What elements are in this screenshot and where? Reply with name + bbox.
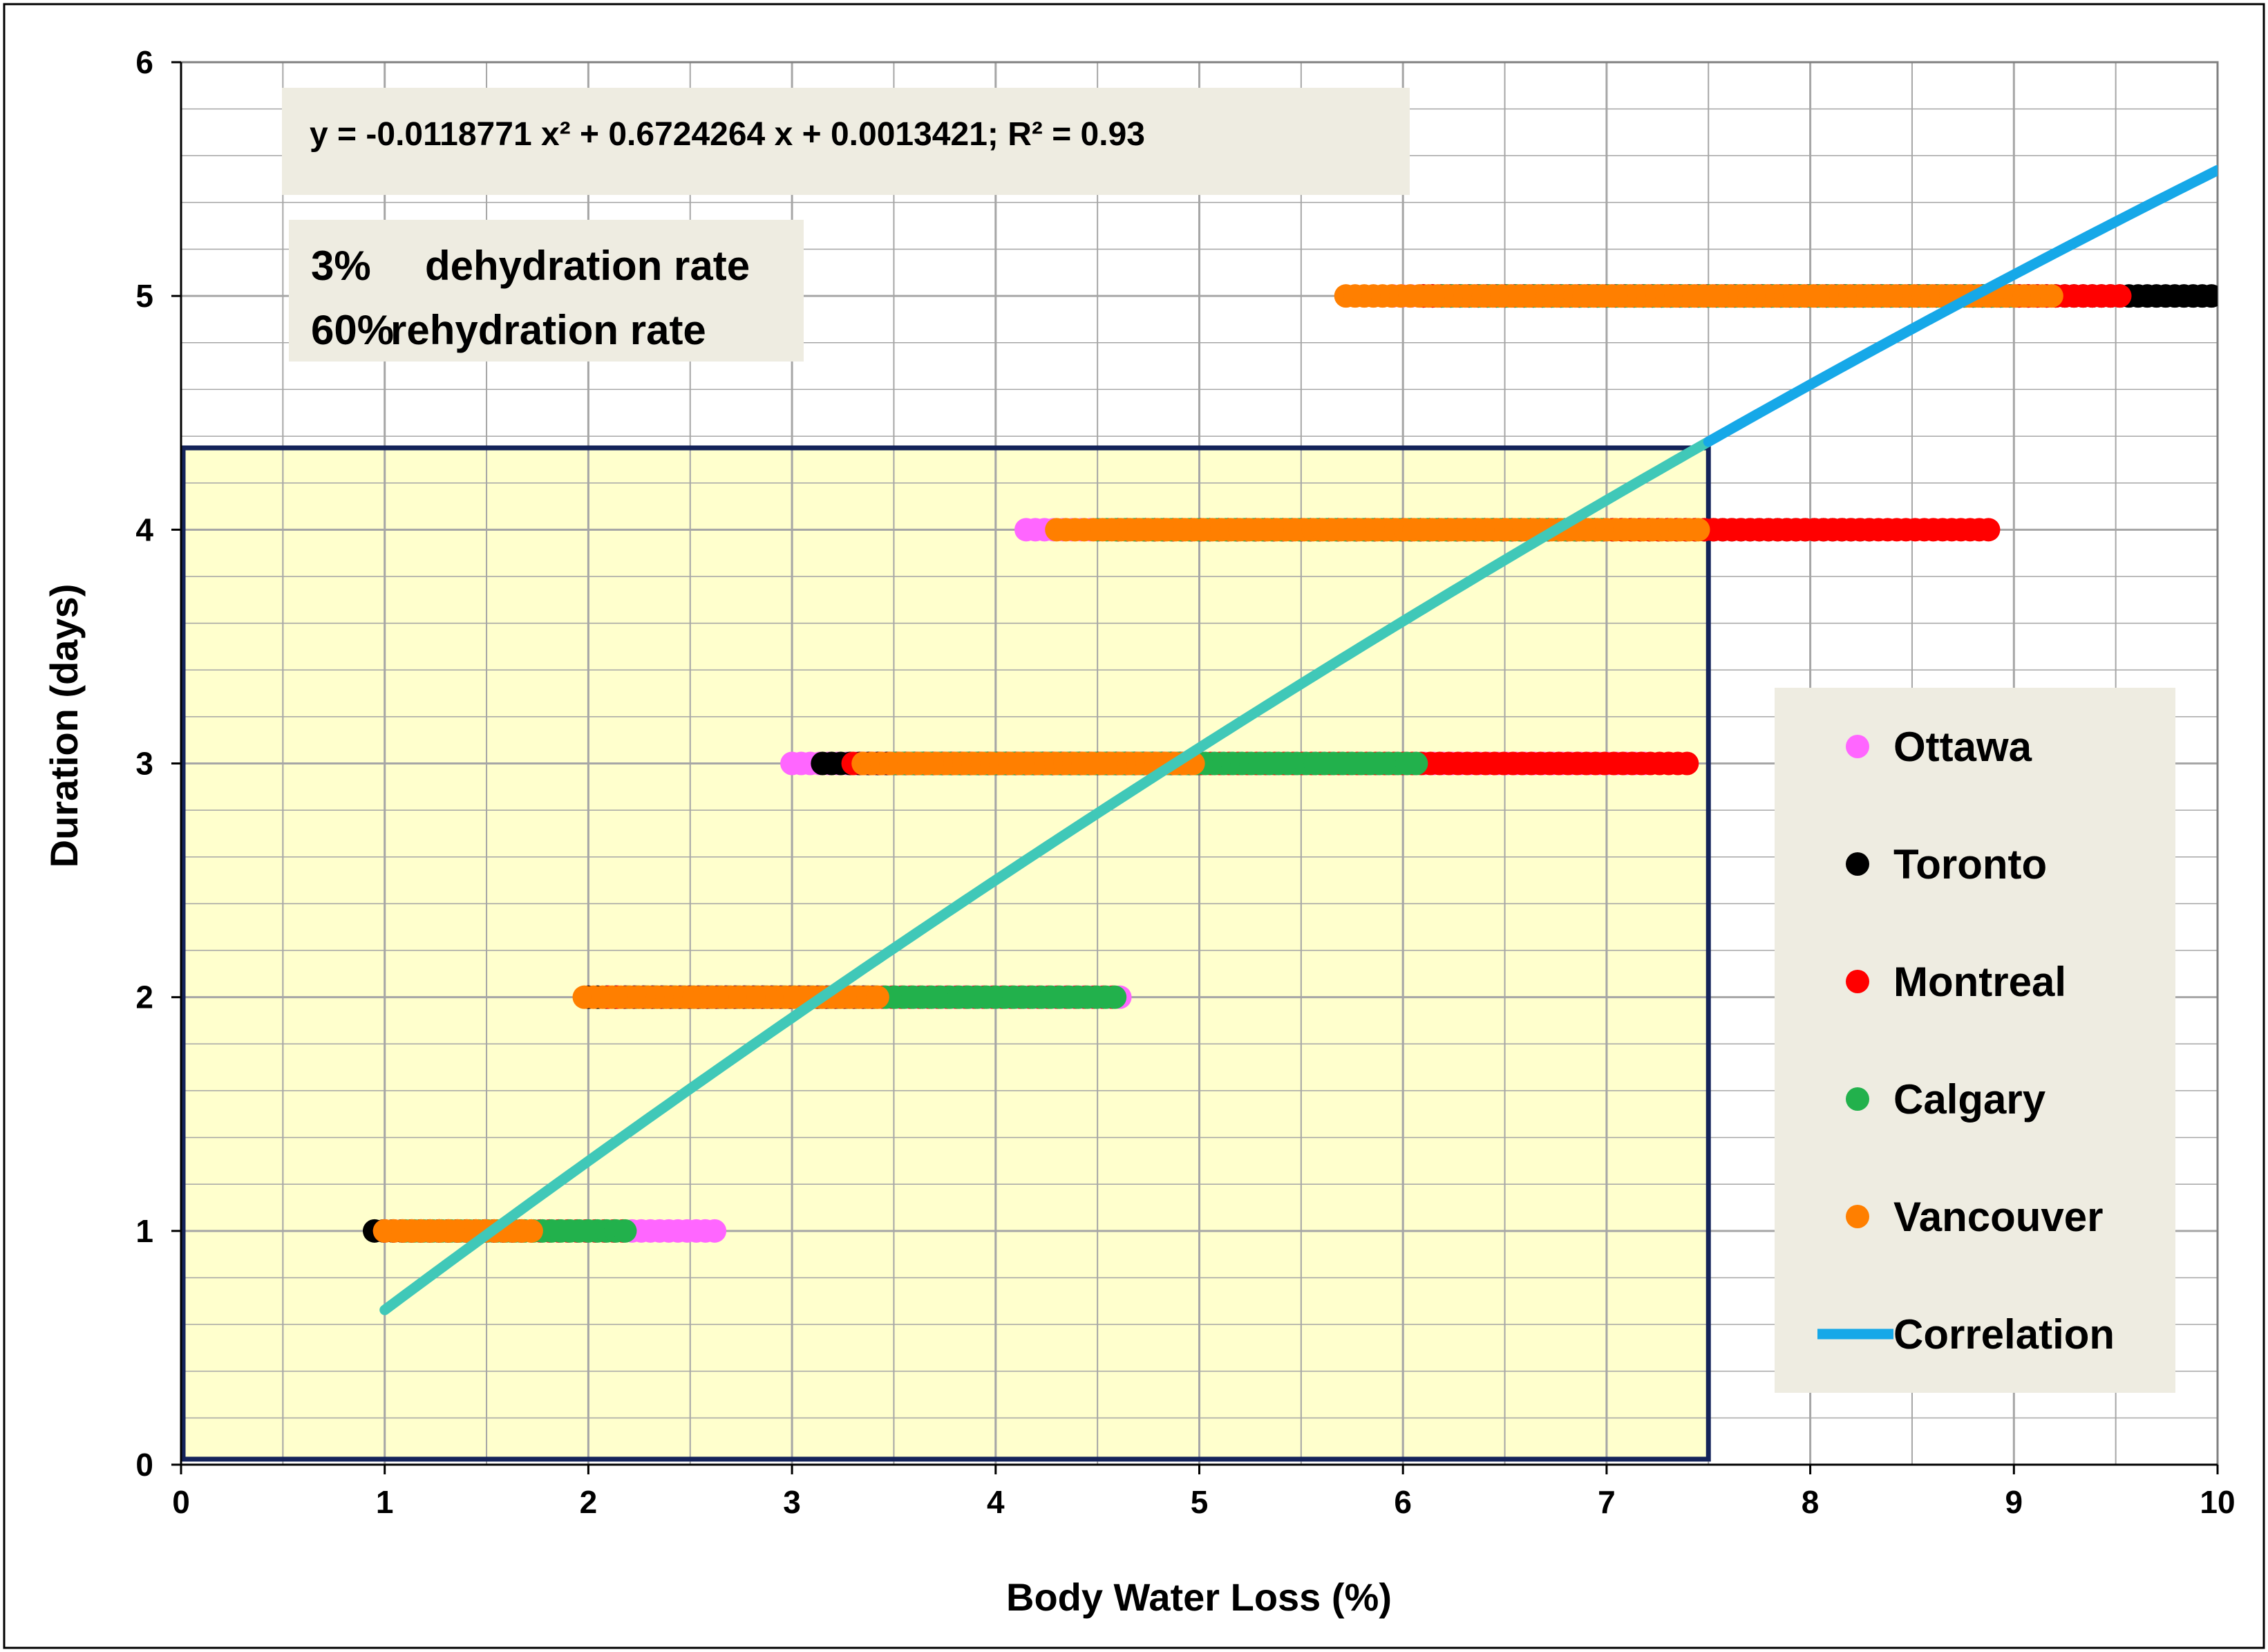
legend-label-toronto: Toronto <box>1893 841 2047 888</box>
legend-label-montreal: Montreal <box>1893 959 2066 1005</box>
data-point <box>519 1219 543 1243</box>
data-point <box>865 985 889 1009</box>
equation-text: y = -0.0118771 x² + 0.6724264 x + 0.0013… <box>310 116 1145 153</box>
legend-label-vancouver: Vancouver <box>1893 1194 2104 1240</box>
x-tick-label: 2 <box>580 1484 598 1520</box>
legend-marker-montreal <box>1846 970 1869 993</box>
y-tick-label: 3 <box>135 746 153 782</box>
legend-marker-ottawa <box>1846 735 1869 758</box>
x-tick-label: 0 <box>172 1484 190 1520</box>
rehydration-rate-label: rehydration rate <box>390 307 706 353</box>
x-tick-label: 6 <box>1394 1484 1412 1520</box>
x-tick-label: 10 <box>2200 1484 2235 1520</box>
data-point <box>2108 284 2132 308</box>
correlation-curve-inside <box>379 436 1714 1315</box>
x-tick-label: 9 <box>2005 1484 2023 1520</box>
data-point <box>1404 751 1428 776</box>
y-tick-label: 0 <box>135 1447 153 1483</box>
legend-label-ottawa: Ottawa <box>1893 724 2032 770</box>
legend-label-calgary: Calgary <box>1893 1076 2046 1123</box>
x-tick-label: 7 <box>1598 1484 1616 1520</box>
data-point <box>613 1219 637 1243</box>
y-tick-label: 5 <box>135 278 153 314</box>
legend: Ottawa Toronto Montreal Calgary Vancouver Cor… <box>1775 688 2175 1393</box>
equation-box <box>282 88 1410 195</box>
data-point <box>1103 985 1127 1009</box>
x-tick-label: 4 <box>987 1484 1005 1520</box>
x-tick-label: 5 <box>1191 1484 1209 1520</box>
dehydration-rate-label: dehydration rate <box>425 243 750 289</box>
highlight-region-layer <box>180 445 1711 1462</box>
correlation-layer <box>379 165 2218 1315</box>
highlight-region-border <box>180 445 1711 1462</box>
x-tick-label: 3 <box>783 1484 801 1520</box>
dehydration-rate-value: 3% <box>311 243 371 289</box>
data-point <box>1675 751 1699 776</box>
highlight-region-fill <box>183 447 1709 1459</box>
x-tick-label: 1 <box>376 1484 394 1520</box>
legend-marker-vancouver <box>1846 1205 1869 1228</box>
axis-ticks: 0 1 2 3 4 5 6 7 8 9 10 0 1 2 3 4 5 6 <box>135 44 2235 1520</box>
data-point <box>2200 284 2218 308</box>
y-axis-title: Duration (days) <box>42 584 86 868</box>
data-point <box>1686 518 1710 542</box>
y-tick-label: 4 <box>135 511 153 547</box>
y-tick-label: 6 <box>135 44 153 80</box>
data-point <box>703 1219 727 1243</box>
y-tick-label: 1 <box>135 1213 153 1249</box>
y-tick-label: 2 <box>135 979 153 1015</box>
rates-box <box>289 220 804 362</box>
legend-marker-toronto <box>1846 852 1869 876</box>
legend-marker-calgary <box>1846 1087 1869 1111</box>
axis-titles: Body Water Loss (%) Duration (days) <box>42 584 1392 1619</box>
data-point <box>1976 518 2001 542</box>
data-points <box>362 284 2218 1243</box>
rehydration-rate-value: 60% <box>311 307 394 353</box>
legend-box <box>1775 688 2175 1393</box>
x-axis-title: Body Water Loss (%) <box>1006 1575 1392 1619</box>
legend-label-correlation: Correlation <box>1893 1311 2115 1358</box>
data-point <box>2039 284 2063 308</box>
x-tick-label: 8 <box>1802 1484 1820 1520</box>
correlation-curve-outside <box>1703 165 2218 447</box>
annotations: y = -0.0118771 x² + 0.6724264 x + 0.0013… <box>282 88 1410 362</box>
